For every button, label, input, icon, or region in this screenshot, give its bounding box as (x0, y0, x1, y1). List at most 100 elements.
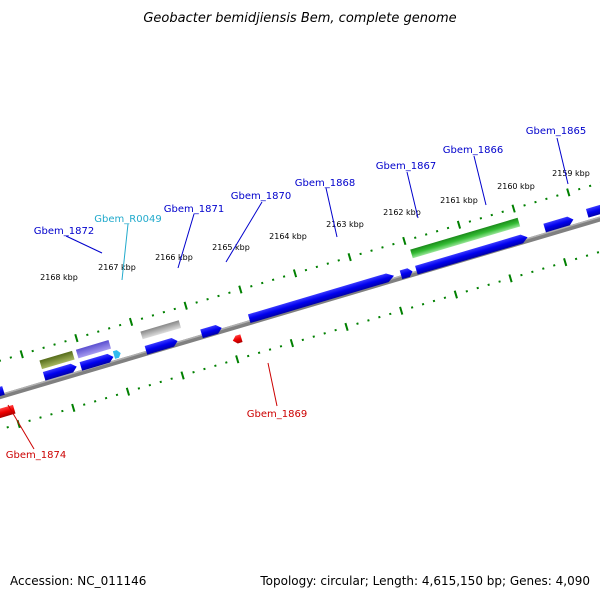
minor-tick (531, 270, 534, 274)
tick-label: 2161 kbp (440, 196, 478, 205)
minor-tick (446, 226, 450, 230)
major-tick (566, 188, 571, 197)
tick-label: 2160 kbp (497, 182, 535, 191)
gene-label-gbem-1872[interactable]: Gbem_1872 (34, 226, 94, 237)
major-tick (399, 306, 404, 315)
tick-label: 2164 kbp (269, 232, 307, 241)
minor-tick (192, 370, 195, 374)
minor-tick (271, 278, 275, 282)
minor-tick (487, 283, 490, 287)
gene-arrow-gbem-1871[interactable] (144, 337, 179, 355)
gene-arrow-gbem-1865[interactable] (585, 199, 600, 218)
gene-arrow-gbem-1868[interactable] (247, 271, 395, 324)
minor-tick (443, 296, 447, 299)
tick-label: 2167 kbp (98, 263, 136, 272)
minor-tick (31, 349, 34, 353)
major-tick (238, 285, 243, 294)
gene-label-gbem-1865[interactable]: Gbem_1865 (526, 126, 586, 137)
minor-tick (93, 400, 97, 403)
minor-tick (367, 319, 370, 322)
gene-arrow-gbem-1870[interactable] (200, 324, 223, 339)
leader-lines (7, 137, 569, 450)
gene-label-gbem-r0049[interactable]: Gbem_R0049 (94, 214, 161, 225)
minor-tick (410, 306, 414, 309)
minor-tick (414, 236, 417, 239)
minor-tick (173, 307, 177, 311)
minor-tick (596, 251, 600, 254)
major-tick (183, 301, 188, 310)
major-tick (74, 333, 79, 343)
minor-tick (498, 280, 501, 283)
genome-track (0, 174, 600, 429)
minor-tick (577, 187, 581, 191)
minor-tick (381, 246, 384, 249)
map-title: Geobacter bemidjiensis Bem, complete gen… (143, 11, 456, 26)
gene-arrow-gbem-1872[interactable] (79, 353, 115, 371)
tick-label: 2165 kbp (212, 243, 250, 252)
gene-label-gbem-1869[interactable]: Gbem_1869 (247, 409, 307, 420)
major-tick (292, 269, 298, 278)
minor-tick (556, 194, 559, 197)
gene-label-gbem-1874[interactable]: Gbem_1874 (6, 450, 66, 461)
minor-tick (115, 393, 119, 397)
minor-tick (304, 268, 308, 272)
minor-tick (279, 345, 283, 348)
minor-tick (203, 367, 206, 371)
minor-tick (6, 426, 9, 429)
gene-label-gbem-1867[interactable]: Gbem_1867 (376, 161, 436, 172)
inner-tick-ring (6, 251, 600, 429)
minor-tick (268, 348, 272, 351)
outer-tick-ring (0, 181, 600, 362)
minor-tick (389, 312, 392, 316)
major-tick (402, 236, 407, 246)
gene-label-gbem-1871[interactable]: Gbem_1871 (164, 204, 224, 215)
accession-text: Accession: NC_011146 (10, 574, 146, 588)
minor-tick (337, 259, 340, 262)
gene-arrow-gbem-1866[interactable] (415, 233, 529, 275)
major-tick (19, 350, 24, 359)
leader-line-gbem-1867 (406, 171, 419, 219)
gene-label-gbem-1866[interactable]: Gbem_1866 (443, 145, 503, 156)
genome-stats-text: Topology: circular; Length: 4,615,150 bp… (259, 574, 590, 588)
minor-tick (28, 419, 31, 423)
cog-block-violet (75, 340, 112, 359)
minor-tick (545, 197, 548, 201)
gene-arrow-gbem-1874[interactable] (0, 404, 16, 427)
major-tick (71, 403, 76, 412)
minor-tick (523, 204, 526, 207)
major-tick (453, 290, 458, 299)
minor-tick (585, 254, 589, 257)
minor-tick (206, 297, 209, 301)
minor-tick (312, 335, 316, 338)
minor-tick (323, 332, 326, 335)
gene-arrow-gbem-1869[interactable] (232, 334, 243, 344)
gene-arrow-gbem-1867[interactable] (399, 267, 414, 280)
minor-tick (86, 333, 89, 337)
gene-arrow-gbem-1865b[interactable] (543, 215, 574, 233)
minor-tick (104, 396, 108, 400)
minor-tick (107, 327, 111, 330)
leader-line-gbem-1871 (177, 213, 195, 269)
tick-label: 2162 kbp (383, 208, 421, 217)
minor-tick (552, 264, 556, 267)
trna-arrow-gbem-r0049[interactable] (112, 349, 122, 359)
major-tick (344, 322, 349, 332)
gene-label-gbem-1870[interactable]: Gbem_1870 (231, 191, 291, 202)
minor-tick (159, 380, 162, 384)
gene-labels: Gbem_1865 Gbem_1866 Gbem_1867 Gbem_1868 … (6, 126, 586, 461)
minor-tick (476, 286, 479, 290)
minor-tick (424, 233, 428, 236)
major-tick (511, 204, 516, 213)
minor-tick (170, 377, 173, 380)
minor-tick (334, 328, 337, 332)
minor-tick (468, 220, 472, 223)
gene-label-gbem-1868[interactable]: Gbem_1868 (295, 178, 355, 189)
gene-arrow-gbem-1873[interactable] (42, 362, 78, 381)
minor-tick (195, 301, 198, 304)
major-tick (180, 371, 185, 380)
minor-tick (214, 364, 217, 367)
tick-label: 2166 kbp (155, 253, 193, 262)
minor-tick (217, 294, 220, 298)
